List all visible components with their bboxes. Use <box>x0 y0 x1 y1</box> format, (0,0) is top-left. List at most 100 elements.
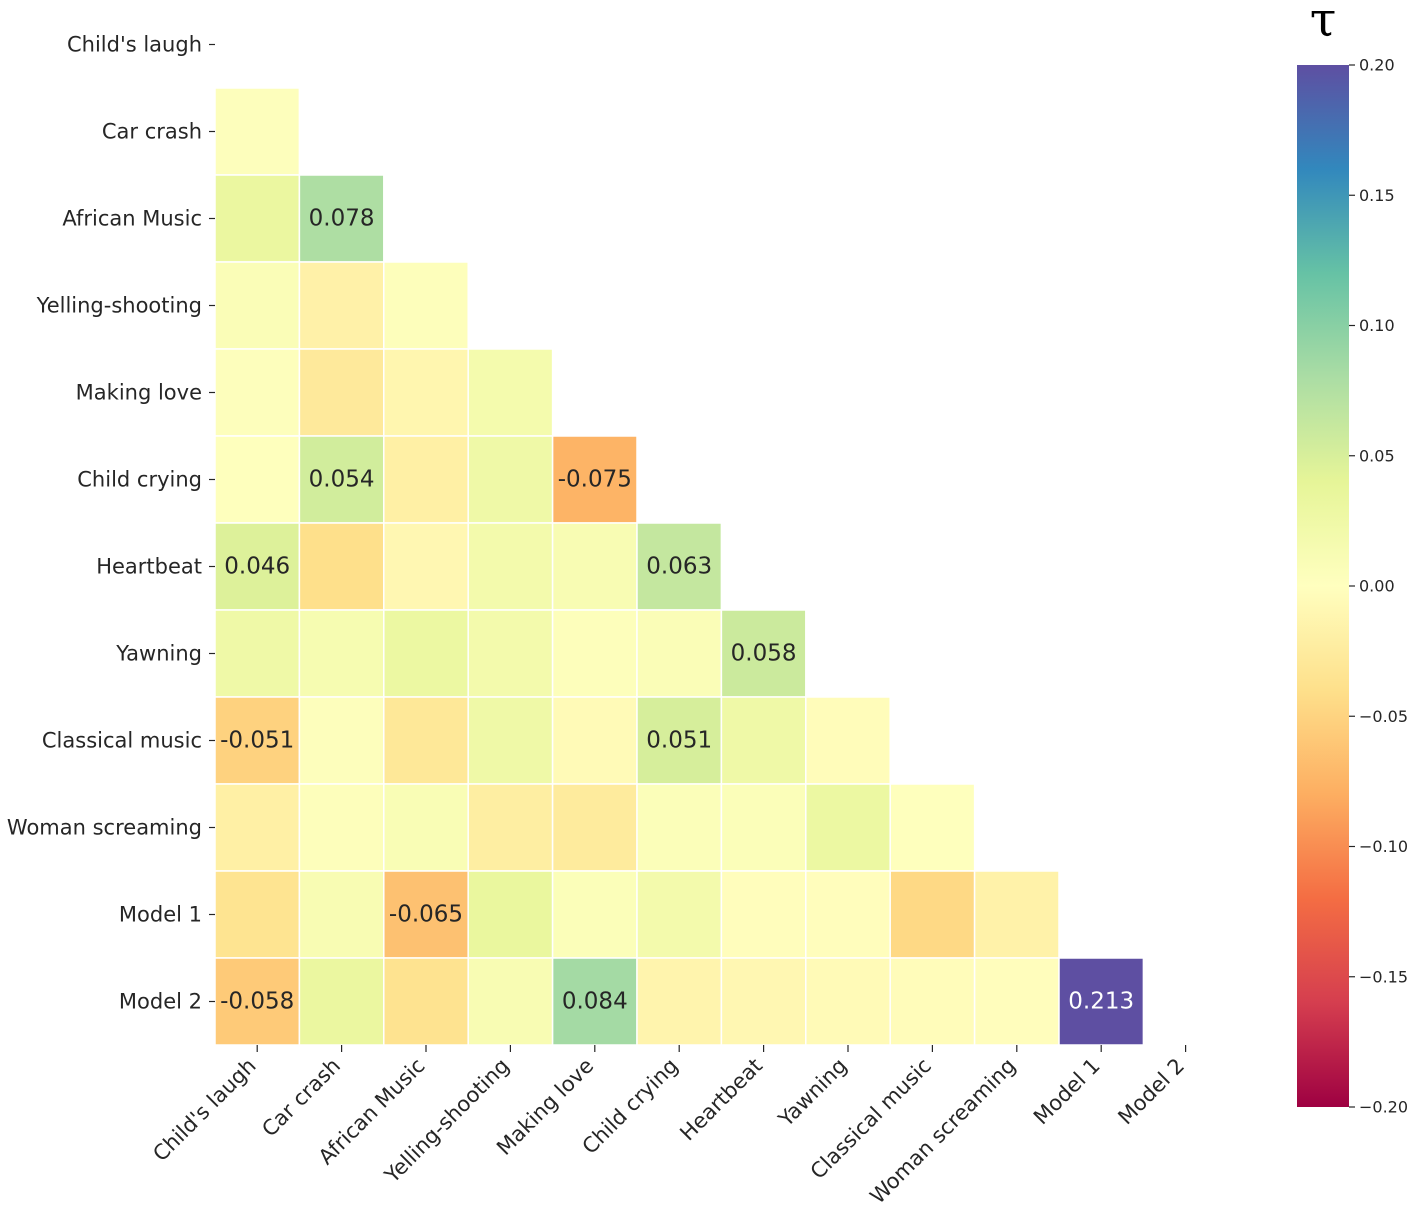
heatmap-cell <box>805 696 891 785</box>
heatmap-cell <box>214 609 301 698</box>
heatmap-cell <box>383 348 469 437</box>
heatmap-cell <box>467 783 554 872</box>
heatmap-cell <box>214 174 301 263</box>
heatmap-cell <box>298 348 385 437</box>
cell-annotations: 0.078 0.054 -0.075 0.046 0.063 0.058 -0.051 0.0… <box>220 206 1134 1015</box>
heatmap-cell <box>720 609 807 698</box>
x-tick-label: Child's laugh <box>148 1054 260 1166</box>
heatmap-cell <box>467 435 554 524</box>
heatmap-cell <box>383 870 469 959</box>
cell-annotation: 0.213 <box>1068 989 1134 1015</box>
heatmap-cell <box>214 87 301 176</box>
colorbar-tick-label: −0.05 <box>1359 707 1408 726</box>
colorbar-tick-label: 0.15 <box>1359 186 1395 205</box>
cell-annotation: 0.054 <box>309 467 375 493</box>
heatmap-cell <box>551 870 638 959</box>
cell-annotation: -0.051 <box>220 728 294 754</box>
heatmap-cell <box>214 348 301 437</box>
heatmap-cell <box>720 957 807 1046</box>
heatmap-cells <box>214 87 1145 1046</box>
y-tick-label: Model 1 <box>119 903 202 927</box>
colorbar-tick-label: 0.00 <box>1359 577 1395 596</box>
heatmap-cell <box>551 696 638 785</box>
heatmap-cell <box>467 957 554 1046</box>
x-tick-label: Woman screaming <box>865 1054 1020 1209</box>
heatmap-cell <box>636 609 723 698</box>
heatmap-cell <box>973 870 1060 959</box>
heatmap-cell <box>551 783 638 872</box>
y-tick-label: Child's laugh <box>67 33 202 57</box>
heatmap-cell <box>973 957 1060 1046</box>
y-tick-label: African Music <box>62 207 202 231</box>
cell-annotation: 0.078 <box>309 206 375 232</box>
colorbar-tick-label: 0.10 <box>1359 316 1395 335</box>
heatmap-cell <box>214 870 301 959</box>
colorbar-tick-label: −0.10 <box>1359 837 1408 856</box>
heatmap-cell <box>383 609 469 698</box>
colorbar-tick-label: −0.15 <box>1359 967 1408 986</box>
heatmap-cell <box>214 696 301 785</box>
cell-annotation: 0.058 <box>731 641 797 667</box>
colorbar: τ 0.20 0.15 0.10 0.05 0.00 −0.05 −0.10 −0.15 −0.… <box>1297 0 1408 1117</box>
cell-annotation: 0.046 <box>224 554 290 580</box>
heatmap-cell <box>298 435 385 524</box>
cell-annotation: -0.058 <box>220 989 294 1015</box>
heatmap-cell <box>467 609 554 698</box>
cell-annotation: 0.051 <box>646 728 712 754</box>
cell-annotation: -0.075 <box>558 467 632 493</box>
colorbar-title: τ <box>1310 0 1337 48</box>
colorbar-tick-label: −0.20 <box>1359 1098 1408 1117</box>
heatmap-cell <box>298 696 385 785</box>
y-tick-label: Model 2 <box>119 990 202 1014</box>
heatmap-cell <box>467 696 554 785</box>
x-tick-label: Model 1 <box>1029 1054 1105 1130</box>
heatmap-cell <box>298 957 385 1046</box>
heatmap-cell <box>383 522 469 611</box>
heatmap-cell <box>889 957 976 1046</box>
heatmap-cell <box>636 870 723 959</box>
colorbar-gradient <box>1297 65 1349 1107</box>
heatmap-cell <box>214 783 301 872</box>
heatmap-cell <box>467 522 554 611</box>
x-tick-label: Heartbeat <box>675 1054 767 1146</box>
y-axis: Child's laugh Car crash African Music Yelli… <box>7 33 215 1014</box>
heatmap-cell <box>636 957 723 1046</box>
heatmap-cell <box>720 783 807 872</box>
heatmap-cell <box>383 261 469 350</box>
heatmap-cell <box>1058 957 1145 1046</box>
y-tick-label: Child crying <box>77 468 202 492</box>
cell-annotation: 0.084 <box>562 989 628 1015</box>
cell-annotation: -0.065 <box>389 902 463 928</box>
y-tick-label: Woman screaming <box>7 816 202 840</box>
heatmap-cell <box>720 870 807 959</box>
heatmap-cell <box>551 609 638 698</box>
heatmap-cell <box>805 957 891 1046</box>
heatmap-cell <box>551 522 638 611</box>
x-tick-label: Yawning <box>773 1054 851 1132</box>
heatmap-cell <box>720 696 807 785</box>
heatmap-cell <box>298 522 385 611</box>
heatmap-cell <box>298 174 385 263</box>
heatmap-cell <box>298 261 385 350</box>
heatmap-cell <box>383 783 469 872</box>
heatmap-cell <box>383 696 469 785</box>
y-tick-label: Car crash <box>102 120 202 144</box>
y-tick-label: Heartbeat <box>96 555 202 579</box>
heatmap-cell <box>467 870 554 959</box>
y-tick-label: Yawning <box>115 642 202 666</box>
y-tick-label: Classical music <box>42 729 202 753</box>
heatmap-cell <box>889 870 976 959</box>
cell-annotation: 0.063 <box>646 554 712 580</box>
heatmap-cell <box>298 783 385 872</box>
x-tick-label: Car crash <box>257 1054 345 1142</box>
heatmap-cell <box>636 522 723 611</box>
heatmap-cell <box>298 609 385 698</box>
heatmap-cell <box>805 870 891 959</box>
colorbar-ticks: 0.20 0.15 0.10 0.05 0.00 −0.05 −0.10 −0.15 −0.20 <box>1349 56 1408 1117</box>
y-tick-label: Yelling-shooting <box>36 294 202 318</box>
heatmap-cell <box>298 870 385 959</box>
colorbar-tick-label: 0.05 <box>1359 446 1395 465</box>
y-tick-label: Making love <box>76 381 202 405</box>
